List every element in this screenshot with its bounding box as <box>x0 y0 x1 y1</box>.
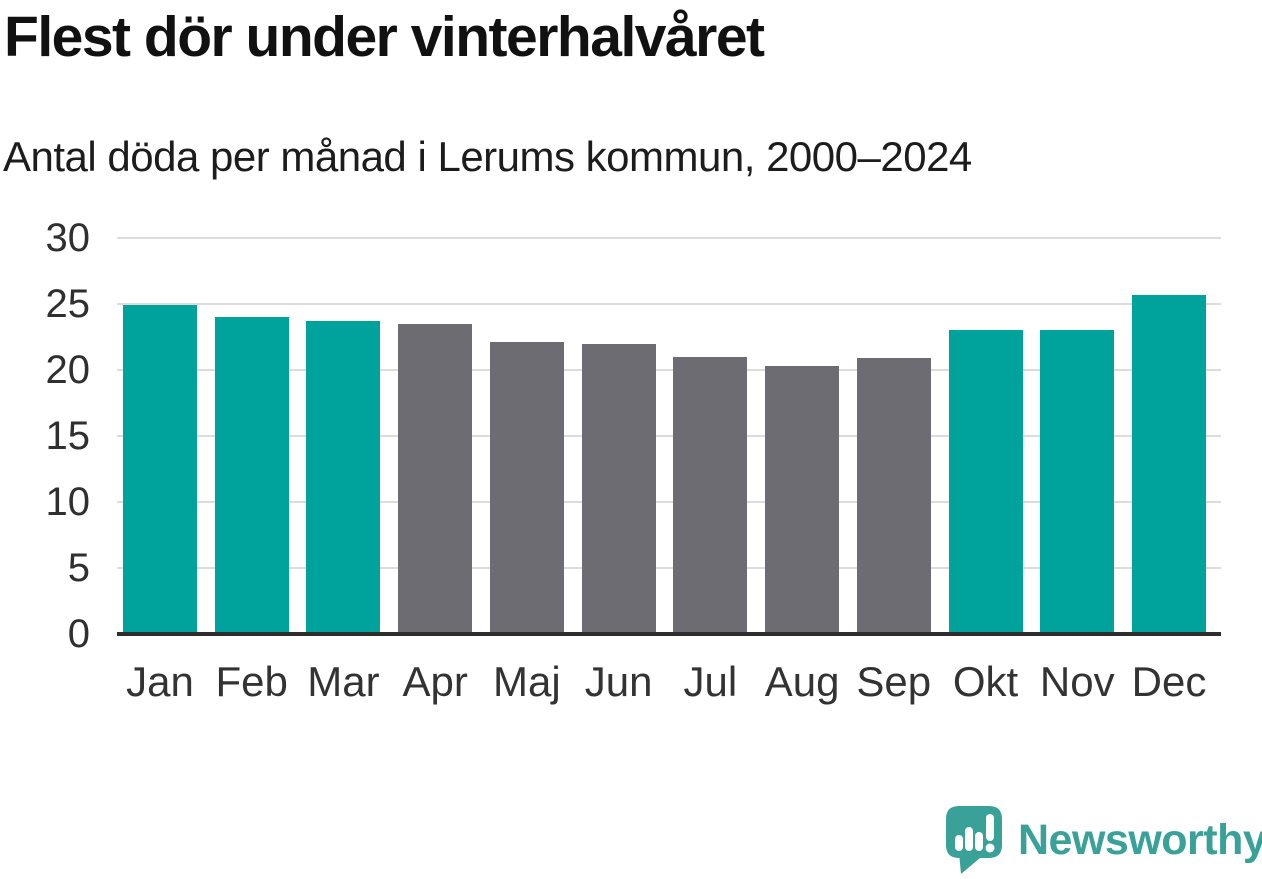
logo-bar-2 <box>965 827 973 851</box>
gridline-10 <box>117 501 1221 503</box>
bar-mar <box>306 321 381 634</box>
bar-jan <box>123 305 197 634</box>
brand-name: Newsworthy <box>1018 816 1262 864</box>
x-tick-label-sep: Sep <box>856 658 932 705</box>
bar-jun <box>581 343 656 634</box>
x-tick-label-jan: Jan <box>126 658 194 705</box>
x-tick-label-aug: Aug <box>764 658 840 705</box>
bar-jul <box>673 356 748 634</box>
x-tick-label-okt: Okt <box>952 658 1019 705</box>
bar-sep <box>856 358 931 634</box>
brand-footer: Newsworthy <box>944 806 1262 874</box>
bar-maj <box>489 342 564 634</box>
bar-apr <box>398 323 473 634</box>
logo-bar-3 <box>975 832 983 851</box>
bar-aug <box>765 366 840 634</box>
gridline-5 <box>117 567 1221 569</box>
y-tick-label-15: 15 <box>45 414 91 458</box>
newsworthy-logo-icon <box>946 806 1002 874</box>
logo-bar-1 <box>955 835 963 851</box>
bar-okt <box>948 330 1023 634</box>
x-tick-label-mar: Mar <box>307 658 380 705</box>
gridline-30 <box>117 237 1221 239</box>
gridline-20 <box>117 369 1221 371</box>
y-tick-label-10: 10 <box>45 480 91 524</box>
y-tick-label-25: 25 <box>45 282 91 326</box>
y-tick-label-20: 20 <box>45 348 91 392</box>
x-axis-line <box>117 632 1221 636</box>
logo-exclamation-stem <box>986 814 994 841</box>
x-tick-label-feb: Feb <box>215 658 288 705</box>
x-tick-label-apr: Apr <box>402 658 468 705</box>
x-tick-label-maj: Maj <box>493 658 561 705</box>
y-tick-label-30: 30 <box>45 216 91 260</box>
x-tick-label-nov: Nov <box>1039 658 1115 705</box>
gridline-15 <box>117 435 1221 437</box>
logo-speech-bubble <box>946 806 1002 874</box>
x-tick-label-jul: Jul <box>683 658 738 705</box>
bar-feb <box>214 317 289 634</box>
y-tick-label-0: 0 <box>67 612 90 656</box>
bar-nov <box>1040 330 1115 634</box>
logo-exclamation-dot <box>985 843 995 853</box>
gridline-25 <box>117 303 1221 305</box>
x-tick-label-dec: Dec <box>1131 658 1207 705</box>
chart-title: Flest dör under vinterhalvåret <box>4 5 765 69</box>
y-tick-label-5: 5 <box>67 546 90 590</box>
chart-subtitle: Antal döda per månad i Lerums kommun, 20… <box>3 133 972 180</box>
bar-dec <box>1131 294 1206 634</box>
x-tick-label-jun: Jun <box>584 658 653 705</box>
